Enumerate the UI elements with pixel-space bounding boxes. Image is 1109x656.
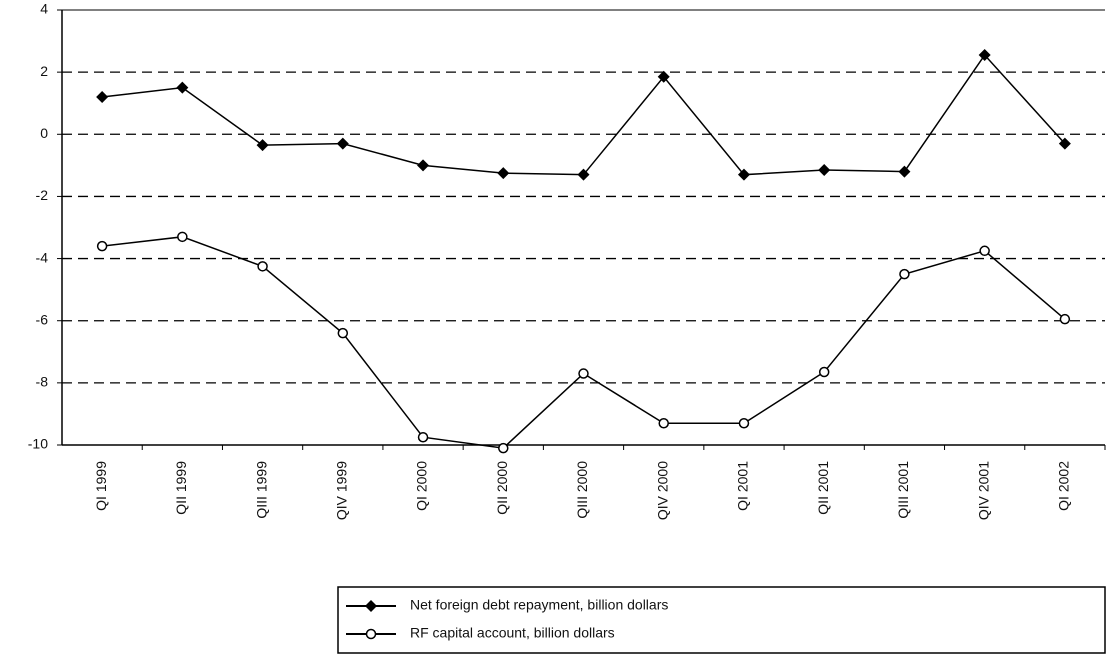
- point: [657, 70, 670, 83]
- y-tick-label: 0: [40, 125, 48, 141]
- y-tick-label: -6: [36, 311, 49, 327]
- point: [96, 91, 109, 103]
- x-tick-label: QII 2000: [494, 461, 510, 515]
- y-tick-label: -4: [36, 249, 49, 265]
- x-tick-label: QII 2001: [815, 461, 831, 515]
- series-line: [102, 53, 1066, 176]
- legend-label: Net foreign debt repayment, billion doll…: [410, 597, 668, 613]
- x-tick-label: QI 2001: [735, 461, 751, 511]
- point: [979, 245, 990, 257]
- point: [176, 81, 189, 94]
- point: [818, 366, 830, 378]
- x-tick-label: QIV 1999: [334, 461, 350, 520]
- point: [898, 165, 911, 178]
- legend-label: RF capital account, billion dollars: [410, 625, 615, 641]
- point: [577, 168, 590, 181]
- point: [978, 49, 991, 62]
- point: [658, 418, 669, 429]
- legend-marker: [365, 600, 377, 612]
- point: [497, 167, 510, 180]
- x-tick-label: QIV 2000: [654, 461, 670, 520]
- x-tick-label: QI 2000: [414, 461, 430, 511]
- point: [498, 442, 509, 454]
- point: [1058, 137, 1071, 150]
- point: [336, 137, 349, 150]
- point: [578, 368, 589, 379]
- point: [417, 159, 430, 172]
- x-tick-label: QIII 2000: [574, 461, 590, 519]
- x-tick-label: QIII 1999: [253, 461, 269, 519]
- point: [737, 168, 750, 181]
- y-tick-label: 4: [40, 1, 48, 17]
- x-tick-label: QIV 2001: [975, 461, 991, 520]
- y-tick-label: 2: [40, 63, 48, 79]
- x-tick-label: QI 2002: [1056, 461, 1072, 511]
- point: [257, 261, 268, 272]
- legend-marker: [365, 628, 377, 640]
- point: [337, 327, 349, 339]
- series-line: [102, 236, 1066, 449]
- point: [177, 231, 188, 243]
- y-tick-label: -2: [36, 187, 49, 203]
- y-tick-label: -10: [28, 436, 48, 452]
- point: [417, 431, 429, 443]
- point: [96, 240, 108, 252]
- x-tick-label: QII 1999: [173, 461, 189, 515]
- point: [818, 164, 831, 177]
- point: [1059, 313, 1071, 325]
- legend-box: [337, 586, 1106, 654]
- x-tick-label: QIII 2001: [895, 461, 911, 519]
- point: [256, 139, 269, 152]
- point: [899, 268, 910, 280]
- x-tick-label: QI 1999: [93, 461, 109, 511]
- point: [738, 418, 750, 429]
- y-tick-label: -8: [36, 374, 49, 390]
